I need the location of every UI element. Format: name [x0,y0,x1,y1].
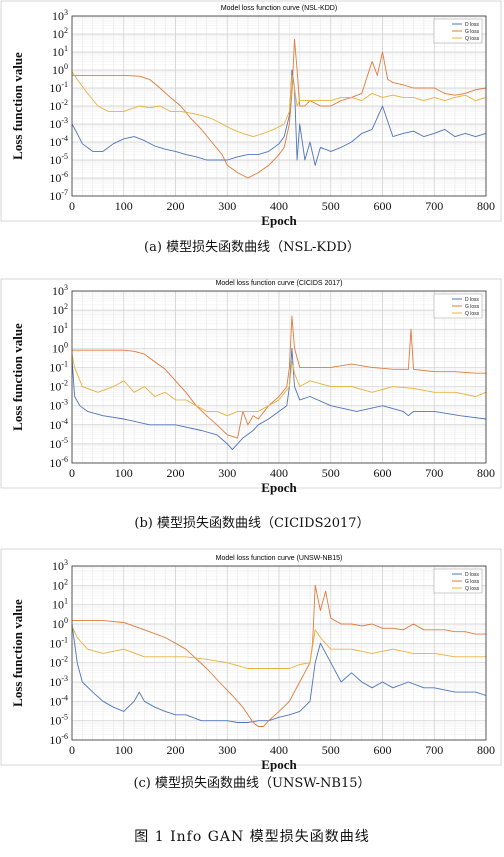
x-axis-label: Epoch [261,213,297,228]
x-tick-label: 500 [322,743,340,757]
series-line-d-loss [71,623,487,723]
caption-b: (b) 模型损失函数曲线（CICIDS2017） [134,516,370,531]
x-tick-label: 200 [167,199,185,213]
series-line-q-loss [71,71,487,138]
y-tick-label: 10-1 [49,635,68,650]
y-tick-label: 101 [52,597,68,612]
y-tick-label: 103 [52,8,68,23]
y-tick-label: 102 [52,302,68,317]
y-tick-label: 10-5 [49,436,68,451]
chart-a: Model loss function curve (NSL-KDD) 0 100 2… [0,0,502,228]
legend-label: D loss [465,22,479,28]
series-line-d-loss [71,347,487,451]
x-tick-label: 0 [69,743,75,757]
x-tick-label: 200 [167,743,185,757]
y-axis-label: Loss function value [10,599,25,707]
figure-frame [0,278,502,489]
series-line-g-loss [72,38,487,179]
figure-frame [0,548,502,766]
legend-label: Q loss [465,311,480,317]
axes-box [71,565,487,741]
x-tick-label: 0 [69,466,75,480]
y-tick-label: 102 [52,26,68,41]
y-tick-label: 10-2 [49,98,68,113]
legend-label: G loss [465,579,480,585]
y-tick-label: 10-2 [49,655,68,670]
y-tick-label: 100 [52,62,68,77]
x-tick-label: 400 [270,466,288,480]
x-tick-label: 300 [218,199,236,213]
x-tick-label: 200 [167,466,185,480]
y-tick-label: 10-4 [49,417,68,432]
y-tick-label: 10-6 [49,732,68,747]
y-axis-label: Loss function value [10,323,25,431]
legend-label: G loss [465,304,480,310]
x-tick-label: 500 [322,466,340,480]
x-tick-label: 400 [270,743,288,757]
y-tick-label: 10-6 [49,455,68,470]
chart-title: Model loss function curve (CICIDS 2017) [216,280,343,287]
legend-label: D loss [465,297,479,303]
y-tick-label: 103 [52,558,68,573]
figure-caption: 图 1 Info GAN 模型损失函数曲线 [134,829,370,845]
series-line-q-loss [71,354,487,417]
y-tick-label: 10-4 [49,134,68,149]
x-tick-label: 300 [218,743,236,757]
y-tick-label: 10-1 [49,359,68,374]
x-tick-label: 800 [477,466,495,480]
y-tick-label: 102 [52,577,68,592]
y-tick-label: 10-7 [49,188,68,203]
panel-b: Model loss function curve (CICIDS 2017) 0… [0,278,504,538]
y-tick-label: 101 [52,321,68,336]
legend-label: G loss [465,29,480,35]
y-tick-label: 10-3 [49,398,68,413]
x-axis-label: Epoch [261,757,297,772]
axes-box [71,290,487,464]
x-tick-label: 800 [477,743,495,757]
chart-b: Model loss function curve (CICIDS 2017) 0… [0,278,502,495]
y-tick-label: 10-4 [49,693,68,708]
x-tick-label: 500 [322,199,340,213]
y-tick-label: 10-2 [49,379,68,394]
chart-c: Model loss function curve (UNSW-NB15)0 10… [0,548,502,772]
x-tick-label: 700 [425,743,443,757]
caption-a: (a) 模型损失函数曲线（NSL-KDD） [144,240,360,255]
x-tick-label: 400 [270,199,288,213]
x-tick-label: 300 [218,466,236,480]
series-line-q-loss [71,625,486,669]
x-tick-label: 800 [477,199,495,213]
y-tick-label: 100 [52,340,68,355]
x-tick-label: 100 [115,466,133,480]
panel-c: Model loss function curve (UNSW-NB15) 0 10… [0,548,504,808]
axes-box [71,15,487,197]
chart-title: Model loss function curve (UNSW-NB15) [216,555,343,562]
x-tick-label: 100 [115,743,133,757]
y-tick-label: 10-6 [49,170,68,185]
legend-label: Q loss [465,36,480,42]
legend-label: D loss [465,572,479,578]
y-tick-label: 10-5 [49,713,68,728]
y-tick-label: 101 [52,44,68,59]
figure-frame [0,0,502,222]
x-tick-label: 600 [374,466,392,480]
x-tick-label: 700 [425,199,443,213]
y-tick-label: 10-3 [49,674,68,689]
y-tick-label: 103 [52,283,68,298]
x-tick-label: 700 [425,466,443,480]
chart-title: Model loss function curve (NSL-KDD) [221,5,337,12]
caption-c: (c) 模型损失函数曲线（UNSW-NB15） [133,776,371,791]
y-tick-label: 10-5 [49,152,68,167]
panel-a: Model loss function curve (NSL-KDD) 0 100 2… [0,0,504,260]
x-tick-label: 600 [374,743,392,757]
x-tick-label: 100 [115,199,133,213]
x-tick-label: 0 [69,199,75,213]
y-tick-label: 10-3 [49,116,68,131]
y-tick-label: 100 [52,616,68,631]
legend-label: Q loss [465,586,480,592]
y-tick-label: 10-1 [49,80,68,95]
x-axis-label: Epoch [261,480,297,495]
x-tick-label: 600 [374,199,392,213]
y-axis-label: Loss function value [10,52,25,160]
